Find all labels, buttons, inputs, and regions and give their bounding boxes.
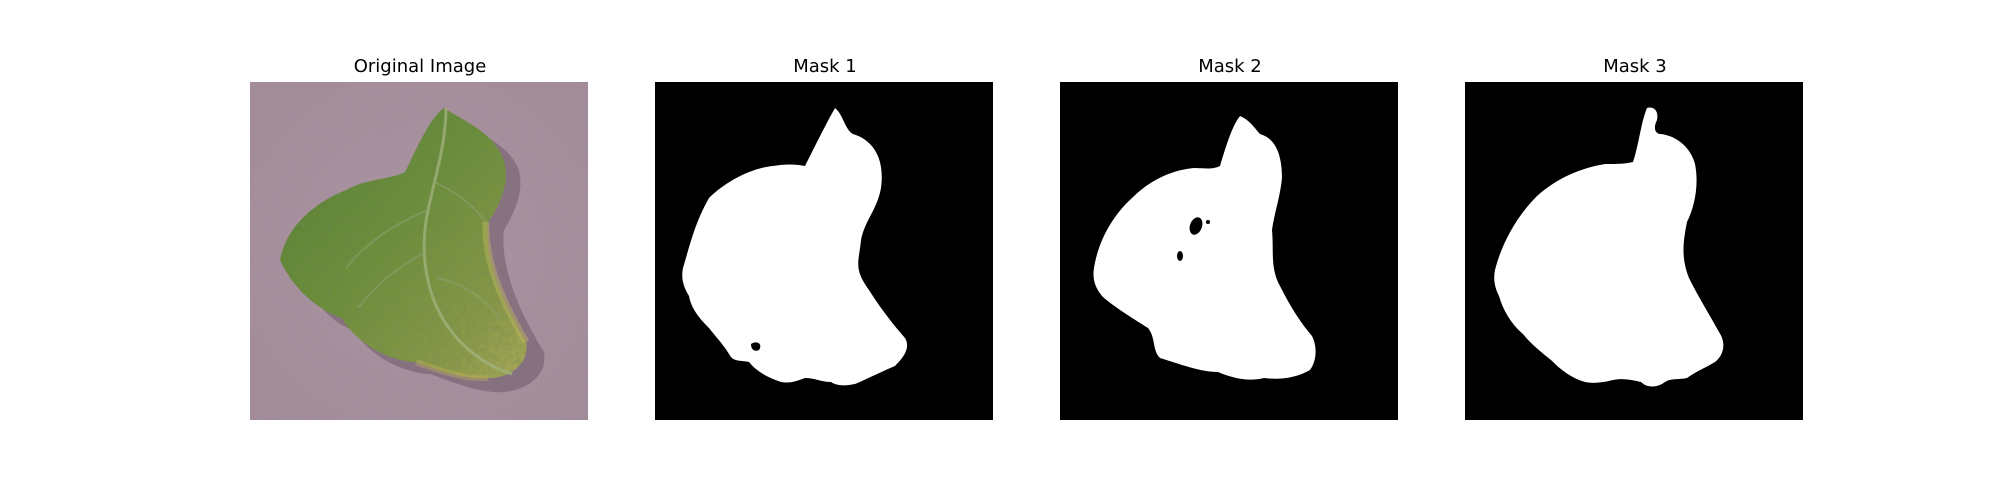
mask-3-image [1465, 82, 1803, 420]
mask-2-shape [1093, 116, 1316, 380]
mask-3-shape [1494, 107, 1724, 387]
mask-2-title: Mask 2 [1198, 56, 1262, 77]
mask-1-image [655, 82, 993, 420]
mask-1-panel: Mask 1 [655, 52, 995, 420]
original-image-panel: Original Image [250, 52, 590, 420]
mask-2-image [1060, 82, 1398, 420]
original-image-title: Original Image [353, 56, 487, 77]
mask-3-panel: Mask 3 [1465, 52, 1805, 420]
original-image [250, 82, 588, 420]
mask-2-panel: Mask 2 [1060, 52, 1400, 420]
mask-1-shape [682, 108, 908, 386]
mask-3-title: Mask 3 [1603, 56, 1667, 77]
mask-1-title: Mask 1 [793, 56, 857, 77]
